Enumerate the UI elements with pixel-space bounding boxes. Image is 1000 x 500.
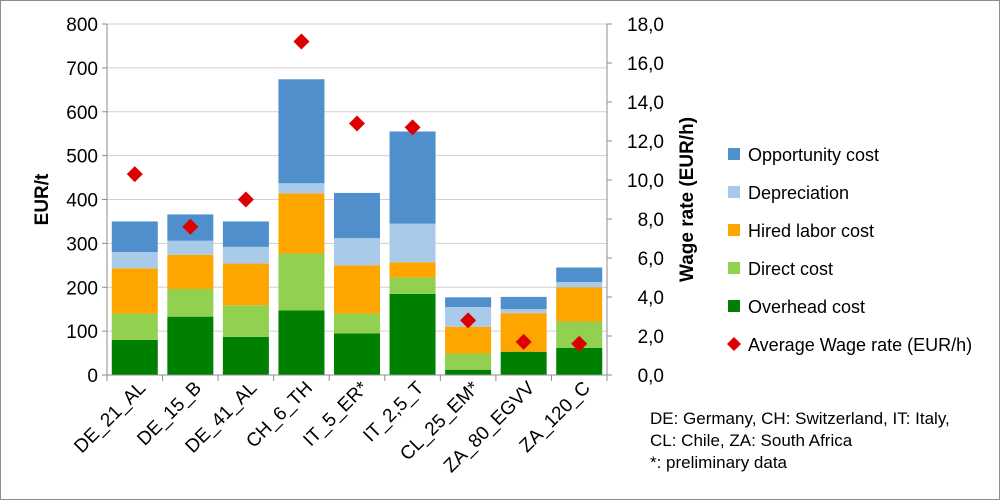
y-tick-label: 600 — [66, 103, 98, 124]
bar-segment-direct-cost — [334, 313, 380, 334]
bar-segment-depreciation — [167, 240, 214, 255]
bar-segment-depreciation — [500, 309, 547, 314]
legend-swatch — [728, 224, 740, 236]
footnote-line: *: preliminary data — [650, 453, 788, 472]
bar-segment-depreciation — [334, 238, 380, 266]
legend-swatch — [727, 337, 741, 351]
bar-segment-overhead-cost — [334, 333, 380, 375]
wage-rate-marker — [126, 166, 143, 183]
y-tick-label: 400 — [66, 191, 98, 212]
bar-segment-opportunity-cost — [111, 221, 158, 253]
y2-tick-label: 10,0 — [627, 171, 664, 192]
legend-label: Average Wage rate (EUR/h) — [748, 335, 972, 355]
wage-rate-marker — [460, 312, 477, 329]
bar-segment-opportunity-cost — [278, 79, 325, 184]
y2-tick-label: 2,0 — [638, 327, 664, 348]
legend-label: Depreciation — [748, 183, 849, 203]
y-tick-label: 500 — [66, 147, 98, 168]
bar-segment-depreciation — [278, 183, 325, 194]
bar-segment-hired-labor-cost — [278, 193, 325, 254]
y-tick-label: 700 — [66, 59, 98, 80]
y2-tick-label: 6,0 — [638, 249, 664, 270]
y2-tick-label: 16,0 — [627, 54, 664, 75]
wage-rate-marker — [182, 218, 199, 235]
bar-segment-hired-labor-cost — [111, 268, 158, 314]
y2-tick-label: 8,0 — [638, 210, 664, 231]
bar-segment-overhead-cost — [278, 310, 325, 375]
bar-segment-overhead-cost — [167, 316, 214, 375]
bar-segment-direct-cost — [222, 305, 269, 337]
bar-segment-direct-cost — [111, 313, 158, 340]
legend-label: Overhead cost — [748, 297, 865, 317]
y-tick-label: 300 — [66, 234, 98, 255]
bar-segment-depreciation — [556, 281, 603, 288]
bar-segment-direct-cost — [167, 289, 214, 317]
bar-segment-hired-labor-cost — [445, 326, 492, 354]
y-tick-label: 800 — [66, 15, 98, 36]
legend-label: Direct cost — [748, 259, 833, 279]
bar-segment-hired-labor-cost — [389, 262, 436, 278]
bar-segment-opportunity-cost — [389, 131, 436, 224]
y2-tick-label: 4,0 — [638, 288, 664, 309]
wage-rate-marker — [293, 33, 310, 50]
bar-segment-depreciation — [389, 223, 436, 263]
bar-segment-hired-labor-cost — [334, 265, 380, 314]
legend-label: Hired labor cost — [748, 221, 874, 241]
y2-tick-label: 18,0 — [627, 15, 664, 36]
bar-segment-opportunity-cost — [445, 297, 492, 307]
y2-tick-label: 14,0 — [627, 93, 664, 114]
bar-segment-overhead-cost — [222, 336, 269, 375]
legend-swatch — [728, 186, 740, 198]
y2-tick-label: 0,0 — [638, 366, 664, 387]
bar-segment-overhead-cost — [445, 369, 492, 375]
legend-label: Opportunity cost — [748, 145, 879, 165]
bar-segment-opportunity-cost — [334, 192, 380, 239]
bar-segment-hired-labor-cost — [167, 254, 214, 290]
wage-rate-marker — [404, 119, 421, 136]
bar-segment-overhead-cost — [111, 339, 158, 375]
y2-tick-label: 12,0 — [627, 132, 664, 153]
bar-segment-depreciation — [111, 252, 158, 269]
legend-swatch — [728, 262, 740, 274]
bar-segment-opportunity-cost — [222, 221, 269, 247]
footnote-line: CL: Chile, ZA: South Africa — [650, 431, 853, 450]
bar-segment-overhead-cost — [500, 351, 547, 375]
bar-segment-opportunity-cost — [500, 296, 547, 310]
bar-segment-opportunity-cost — [556, 267, 603, 282]
bar-segment-overhead-cost — [556, 347, 603, 375]
bar-segment-direct-cost — [389, 277, 436, 294]
y-tick-label: 0 — [87, 366, 98, 387]
y2-axis-title: Wage rate (EUR/h) — [677, 117, 698, 282]
legend-swatch — [728, 148, 740, 160]
bar-segment-hired-labor-cost — [556, 287, 603, 322]
wage-rate-marker — [515, 333, 532, 350]
y-tick-label: 200 — [66, 278, 98, 299]
bar-segment-direct-cost — [445, 353, 492, 370]
footnote-line: DE: Germany, CH: Switzerland, IT: Italy, — [650, 409, 950, 428]
legend-swatch — [728, 300, 740, 312]
bar-segment-hired-labor-cost — [222, 263, 269, 306]
wage-rate-marker — [571, 335, 588, 352]
wage-rate-marker — [237, 191, 254, 208]
y-tick-label: 100 — [66, 322, 98, 343]
y-axis-title: EUR/t — [32, 173, 53, 225]
x-tick-label: DE_21_AL — [70, 378, 150, 458]
bar-segment-direct-cost — [278, 253, 325, 311]
bar-segment-overhead-cost — [389, 293, 436, 375]
wage-rate-marker — [349, 115, 365, 132]
bar-segment-depreciation — [222, 246, 269, 264]
